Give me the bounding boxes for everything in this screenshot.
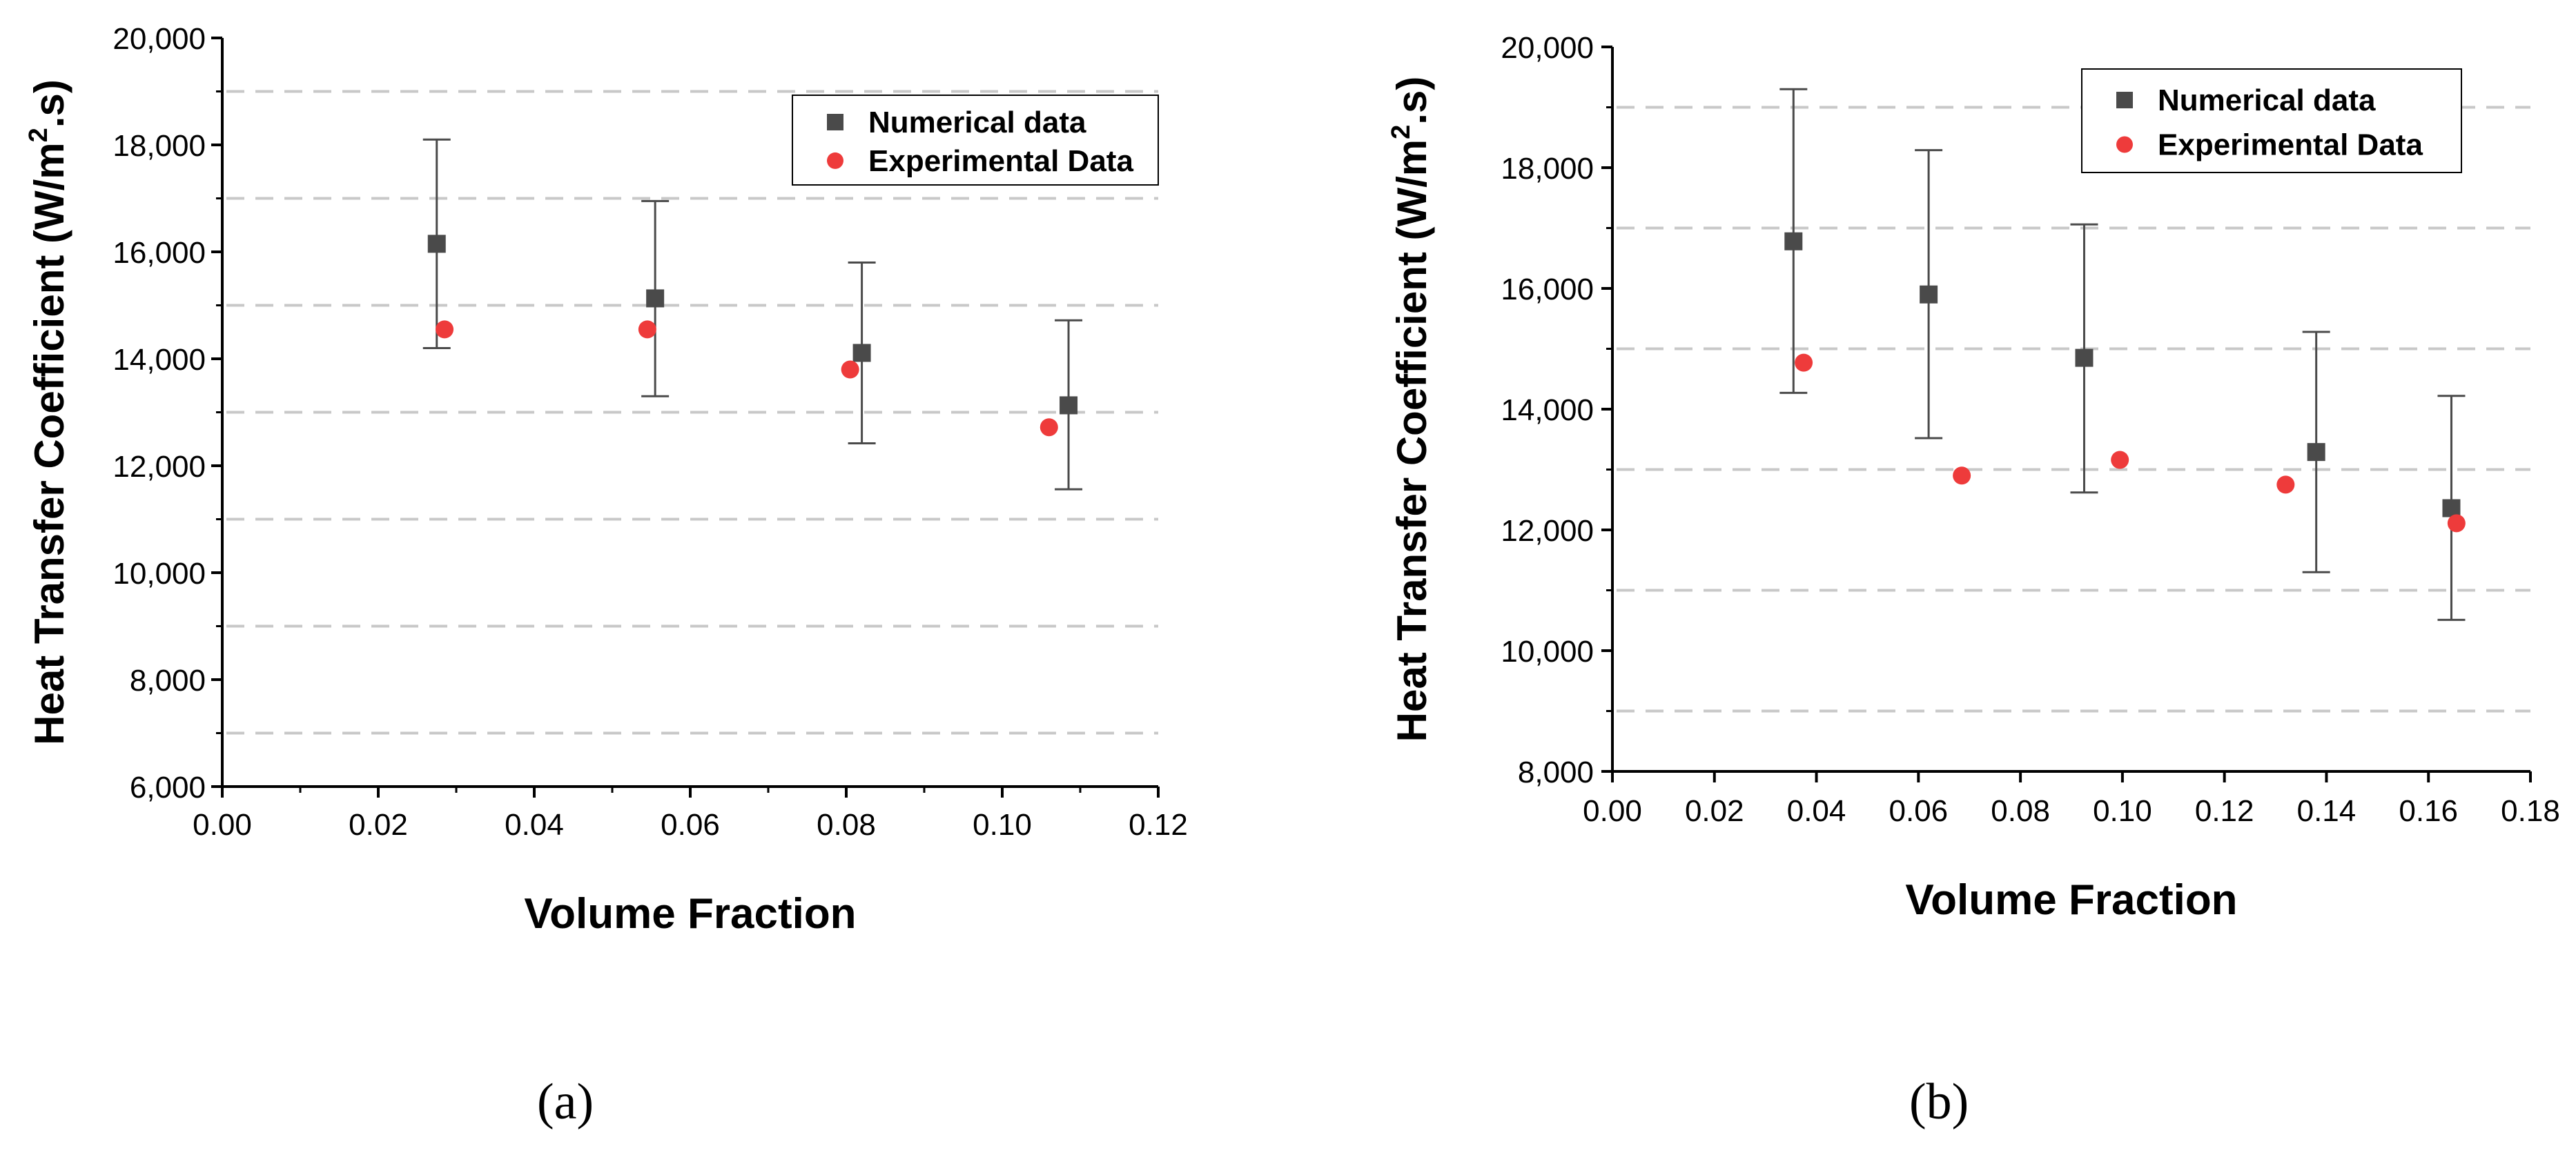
y-tick-label-a-1: 8,000	[130, 664, 206, 698]
numerical-point-a-0	[427, 235, 446, 253]
numerical-point-b-0	[1784, 232, 1803, 250]
numerical-point-b-4	[2442, 499, 2461, 517]
experimental-point-b-2	[2111, 451, 2129, 469]
x-tick-label-a-3: 0.06	[661, 808, 720, 842]
numerical-point-a-2	[852, 344, 871, 362]
x-tick-label-b-5: 0.10	[2093, 794, 2152, 828]
y-axis-label-a: Heat Transfer Coefficient (W/m2.s)	[24, 79, 72, 745]
numerical-point-a-1	[646, 289, 665, 308]
x-tick-label-a-5: 0.10	[973, 808, 1032, 842]
y-axis-label-suffix-a: .s)	[26, 79, 72, 128]
x-tick-label-b-7: 0.14	[2297, 794, 2357, 828]
x-tick-label-a-6: 0.12	[1129, 808, 1188, 842]
y-tick-label-a-5: 16,000	[113, 236, 206, 270]
y-tick-label-b-0: 8,000	[1518, 756, 1594, 789]
y-axis-label-superscript-a: 2	[24, 128, 53, 142]
x-tick-label-b-2: 0.04	[1787, 794, 1846, 828]
x-tick-label-a-1: 0.02	[349, 808, 408, 842]
legend-label-numerical-a: Numerical data	[868, 106, 1086, 139]
legend-marker-experimental-a	[827, 152, 843, 169]
y-tick-label-b-2: 12,000	[1501, 514, 1594, 548]
x-axis-label-a: Volume Fraction	[524, 890, 856, 938]
chart-panel-a: 6,000 8,000 10,000 12,000 14,000 16,000 18,000…	[0, 0, 1242, 1161]
experimental-point-a-2	[841, 360, 859, 379]
y-axis-label-b: Heat Transfer Coefficient (W/m2.s)	[1387, 77, 1435, 742]
legend-marker-numerical-b	[2116, 92, 2133, 108]
legend-box-b	[2081, 68, 2462, 173]
numerical-point-b-3	[2307, 443, 2325, 462]
numerical-point-b-2	[2075, 348, 2094, 367]
y-tick-label-a-7: 20,000	[113, 22, 206, 56]
y-tick-label-a-2: 10,000	[113, 557, 206, 591]
chart-a-svg: 6,000 8,000 10,000 12,000 14,000 16,000 18,000…	[24, 22, 1188, 938]
experimental-point-b-1	[1953, 466, 1971, 485]
experimental-point-a-1	[638, 320, 656, 339]
y-axis-label-main-b: Heat Transfer Coefficient (W/m	[1389, 139, 1435, 742]
y-tick-label-b-4: 16,000	[1501, 273, 1594, 306]
y-tick-label-b-1: 10,000	[1501, 635, 1594, 669]
legend-label-experimental-a: Experimental Data	[868, 144, 1133, 178]
x-tick-label-a-0: 0.00	[193, 808, 252, 842]
x-tick-label-b-9: 0.18	[2501, 794, 2560, 828]
experimental-point-b-3	[2276, 475, 2295, 494]
y-tick-label-a-6: 18,000	[113, 129, 206, 163]
chart-panel-b: 8,000 10,000 12,000 14,000 16,000 18,000 20,00…	[1288, 0, 2576, 1161]
x-axis-label-b: Volume Fraction	[1905, 876, 2237, 924]
y-tick-label-a-3: 12,000	[113, 450, 206, 484]
y-tick-label-a-0: 6,000	[130, 771, 206, 805]
x-tick-label-b-4: 0.08	[1991, 794, 2050, 828]
x-tick-label-b-3: 0.06	[1889, 794, 1949, 828]
experimental-point-b-4	[2447, 514, 2466, 533]
x-tick-label-a-4: 0.08	[817, 808, 876, 842]
panel-label-b: (b)	[1909, 1074, 1969, 1130]
experimental-point-a-3	[1040, 418, 1058, 437]
legend-label-experimental-b: Experimental Data	[2158, 128, 2423, 162]
experimental-point-a-0	[436, 320, 454, 339]
y-tick-label-a-4: 14,000	[113, 343, 206, 377]
x-tick-label-b-8: 0.16	[2399, 794, 2458, 828]
x-tick-label-b-1: 0.02	[1685, 794, 1744, 828]
x-tick-label-a-2: 0.04	[505, 808, 564, 842]
legend-box-a	[792, 95, 1159, 186]
y-tick-label-b-3: 14,000	[1501, 393, 1594, 427]
legend-label-numerical-b: Numerical data	[2158, 83, 2376, 117]
x-tick-label-b-6: 0.12	[2195, 794, 2254, 828]
y-axis-label-suffix-b: .s)	[1389, 77, 1435, 125]
y-tick-label-b-6: 20,000	[1501, 31, 1594, 65]
y-tick-label-b-5: 18,000	[1501, 152, 1594, 186]
y-axis-label-superscript-b: 2	[1387, 125, 1416, 139]
legend-marker-numerical-a	[827, 114, 843, 130]
y-axis-label-main-a: Heat Transfer Coefficient (W/m	[26, 142, 72, 745]
numerical-point-a-3	[1060, 396, 1078, 415]
legend-marker-experimental-b	[2116, 136, 2133, 153]
experimental-point-b-0	[1795, 353, 1813, 372]
x-tick-label-b-0: 0.00	[1583, 794, 1642, 828]
panel-label-a: (a)	[537, 1074, 594, 1130]
numerical-point-b-1	[1920, 285, 1938, 304]
chart-b-svg: 8,000 10,000 12,000 14,000 16,000 18,000 20,00…	[1387, 31, 2560, 924]
